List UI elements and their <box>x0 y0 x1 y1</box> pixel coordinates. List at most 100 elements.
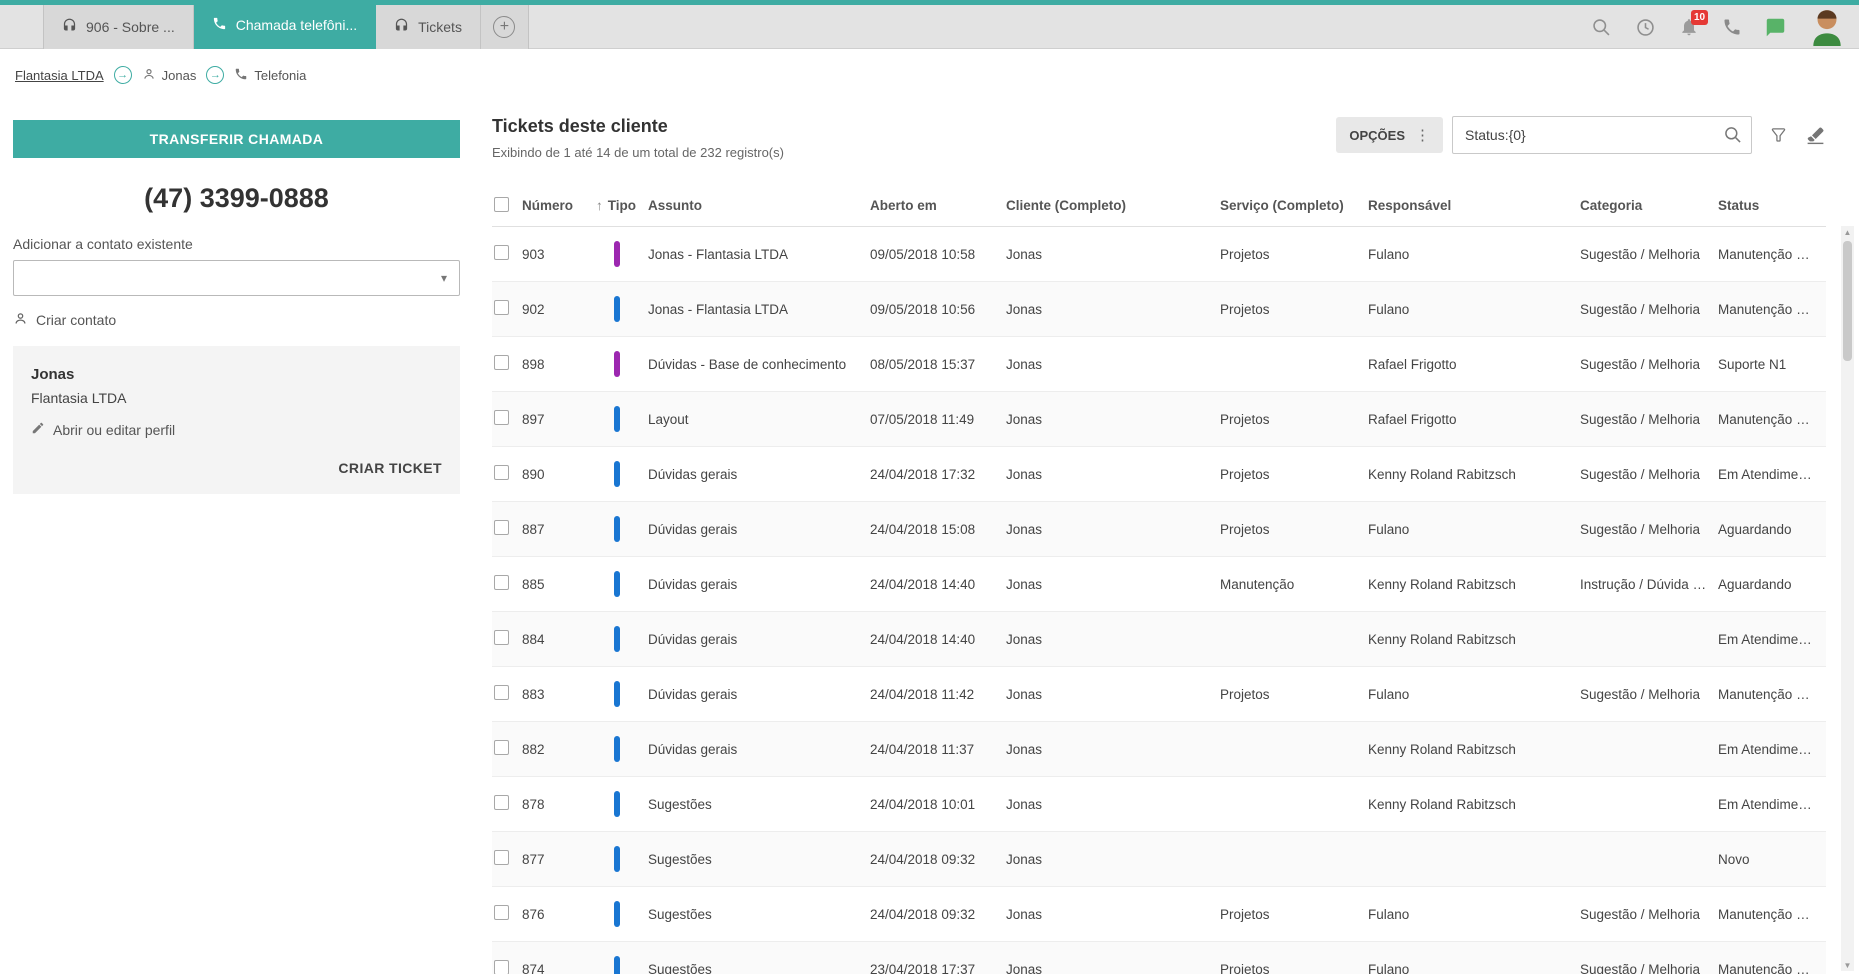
ticket-row[interactable]: 885 Dúvidas gerais 24/04/2018 14:40 Jona… <box>492 557 1826 612</box>
cell-cliente: Jonas <box>1006 796 1043 812</box>
ticket-row[interactable]: 898 Dúvidas - Base de conhecimento 08/05… <box>492 337 1826 392</box>
filter-funnel-icon[interactable] <box>1769 126 1788 145</box>
pencil-icon <box>31 421 45 438</box>
breadcrumb-section-label: Telefonia <box>254 67 307 83</box>
ticket-row[interactable]: 903 Jonas - Flantasia LTDA 09/05/2018 10… <box>492 227 1826 282</box>
row-checkbox[interactable] <box>494 795 509 810</box>
type-indicator <box>614 461 620 487</box>
cell-cliente: Jonas <box>1006 246 1043 262</box>
row-checkbox[interactable] <box>494 740 509 755</box>
table-scrollbar[interactable]: ▲ ▼ <box>1841 226 1854 971</box>
cell-status: Em Atendimento <box>1718 741 1818 757</box>
create-contact-link[interactable]: Criar contato <box>13 311 460 329</box>
search-icon[interactable] <box>1591 17 1612 38</box>
create-ticket-button[interactable]: CRIAR TICKET <box>338 460 442 476</box>
row-checkbox[interactable] <box>494 245 509 260</box>
cell-status: Manutenção Corretiva <box>1718 906 1826 922</box>
cell-numero: 884 <box>522 631 545 647</box>
add-tab-button[interactable]: + <box>480 5 529 49</box>
row-checkbox[interactable] <box>494 575 509 590</box>
transfer-call-button[interactable]: TRANSFERIR CHAMADA <box>13 120 460 158</box>
column-header-servico[interactable]: Serviço (Completo) <box>1220 198 1344 213</box>
cell-cliente: Jonas <box>1006 686 1043 702</box>
cell-numero: 878 <box>522 796 545 812</box>
filter-search-input[interactable] <box>1452 116 1752 154</box>
person-icon <box>142 67 156 84</box>
edit-profile-link[interactable]: Abrir ou editar perfil <box>31 421 442 438</box>
row-checkbox[interactable] <box>494 905 509 920</box>
cell-servico: Projetos <box>1220 301 1270 317</box>
row-checkbox[interactable] <box>494 520 509 535</box>
column-header-tipo[interactable]: ↑ Tipo <box>596 198 636 213</box>
table-controls: OPÇÕES ⋮ <box>1336 116 1826 154</box>
cell-categoria: Sugestão / Melhoria <box>1580 356 1701 372</box>
column-header-numero[interactable]: Número <box>522 198 574 213</box>
scroll-up-icon[interactable]: ▲ <box>1843 227 1852 237</box>
ticket-row[interactable]: 884 Dúvidas gerais 24/04/2018 14:40 Jona… <box>492 612 1826 667</box>
cell-numero: 902 <box>522 301 545 317</box>
row-checkbox[interactable] <box>494 850 509 865</box>
tab-tickets[interactable]: Tickets <box>376 5 481 49</box>
cell-servico: Manutenção <box>1220 576 1295 592</box>
cell-assunto: Dúvidas gerais <box>648 576 738 592</box>
plus-icon: + <box>493 16 516 38</box>
breadcrumb-company-link[interactable]: Flantasia LTDA <box>15 67 104 83</box>
breadcrumb: Flantasia LTDA → Jonas → Telefonia <box>0 49 1859 94</box>
scrollbar-thumb[interactable] <box>1843 241 1852 361</box>
cell-categoria: Sugestão / Melhoria <box>1580 961 1701 974</box>
row-checkbox[interactable] <box>494 960 509 974</box>
row-checkbox[interactable] <box>494 630 509 645</box>
column-header-status[interactable]: Status <box>1718 198 1760 213</box>
ticket-row[interactable]: 897 Layout 07/05/2018 11:49 Jonas Projet… <box>492 392 1826 447</box>
phone-icon[interactable] <box>1722 17 1742 37</box>
tab-phone-call[interactable]: Chamada telefôni... <box>193 0 377 49</box>
column-header-cliente[interactable]: Cliente (Completo) <box>1006 198 1126 213</box>
user-avatar[interactable] <box>1809 6 1845 46</box>
column-header-assunto[interactable]: Assunto <box>648 198 702 213</box>
ticket-row[interactable]: 882 Dúvidas gerais 24/04/2018 11:37 Jona… <box>492 722 1826 777</box>
cell-status: Manutenção Corretiva <box>1718 686 1826 702</box>
cell-responsavel: Fulano <box>1368 301 1410 317</box>
type-indicator <box>614 736 620 762</box>
ticket-row[interactable]: 878 Sugestões 24/04/2018 10:01 Jonas Ken… <box>492 777 1826 832</box>
cell-numero: 887 <box>522 521 545 537</box>
column-header-responsavel[interactable]: Responsável <box>1368 198 1452 213</box>
cell-aberto-em: 24/04/2018 11:42 <box>870 686 975 702</box>
ticket-row[interactable]: 883 Dúvidas gerais 24/04/2018 11:42 Jona… <box>492 667 1826 722</box>
ticket-row[interactable]: 876 Sugestões 24/04/2018 09:32 Jonas Pro… <box>492 887 1826 942</box>
scroll-down-icon[interactable]: ▼ <box>1843 960 1852 970</box>
cell-status: Aguardando <box>1718 576 1792 592</box>
headset-icon <box>394 18 409 36</box>
cell-responsavel: Kenny Roland Rabitzsch <box>1368 631 1516 647</box>
history-clock-icon[interactable] <box>1635 17 1656 38</box>
cell-assunto: Dúvidas - Base de conhecimento <box>648 356 847 372</box>
cell-aberto-em: 09/05/2018 10:56 <box>870 301 976 317</box>
ticket-row[interactable]: 874 Sugestões 23/04/2018 17:37 Jonas Pro… <box>492 942 1826 974</box>
column-header-aberto-em[interactable]: Aberto em <box>870 198 937 213</box>
existing-contact-select[interactable]: ▾ <box>13 260 460 296</box>
cell-status: Manutenção Corretiva <box>1718 411 1826 427</box>
breadcrumb-contact[interactable]: Jonas <box>142 67 196 84</box>
chat-icon[interactable] <box>1765 17 1786 38</box>
clear-filters-eraser-icon[interactable] <box>1805 125 1826 146</box>
row-checkbox[interactable] <box>494 410 509 425</box>
cell-responsavel: Fulano <box>1368 906 1410 922</box>
ticket-row[interactable]: 890 Dúvidas gerais 24/04/2018 17:32 Jona… <box>492 447 1826 502</box>
notifications-bell-icon[interactable]: 10 <box>1679 10 1708 37</box>
select-all-checkbox[interactable] <box>494 196 509 212</box>
cell-numero: 877 <box>522 851 545 867</box>
row-checkbox[interactable] <box>494 355 509 370</box>
tab-ticket-906[interactable]: 906 - Sobre ... <box>43 5 194 49</box>
contact-name: Jonas <box>31 366 75 383</box>
ticket-row[interactable]: 887 Dúvidas gerais 24/04/2018 15:08 Jona… <box>492 502 1826 557</box>
breadcrumb-section[interactable]: Telefonia <box>234 67 306 84</box>
row-checkbox[interactable] <box>494 300 509 315</box>
search-icon[interactable] <box>1723 125 1743 150</box>
column-header-categoria[interactable]: Categoria <box>1580 198 1643 213</box>
row-checkbox[interactable] <box>494 465 509 480</box>
options-button[interactable]: OPÇÕES ⋮ <box>1336 117 1443 153</box>
ticket-row[interactable]: 902 Jonas - Flantasia LTDA 09/05/2018 10… <box>492 282 1826 337</box>
ticket-row[interactable]: 877 Sugestões 24/04/2018 09:32 Jonas Nov… <box>492 832 1826 887</box>
row-checkbox[interactable] <box>494 685 509 700</box>
type-indicator <box>614 901 620 927</box>
